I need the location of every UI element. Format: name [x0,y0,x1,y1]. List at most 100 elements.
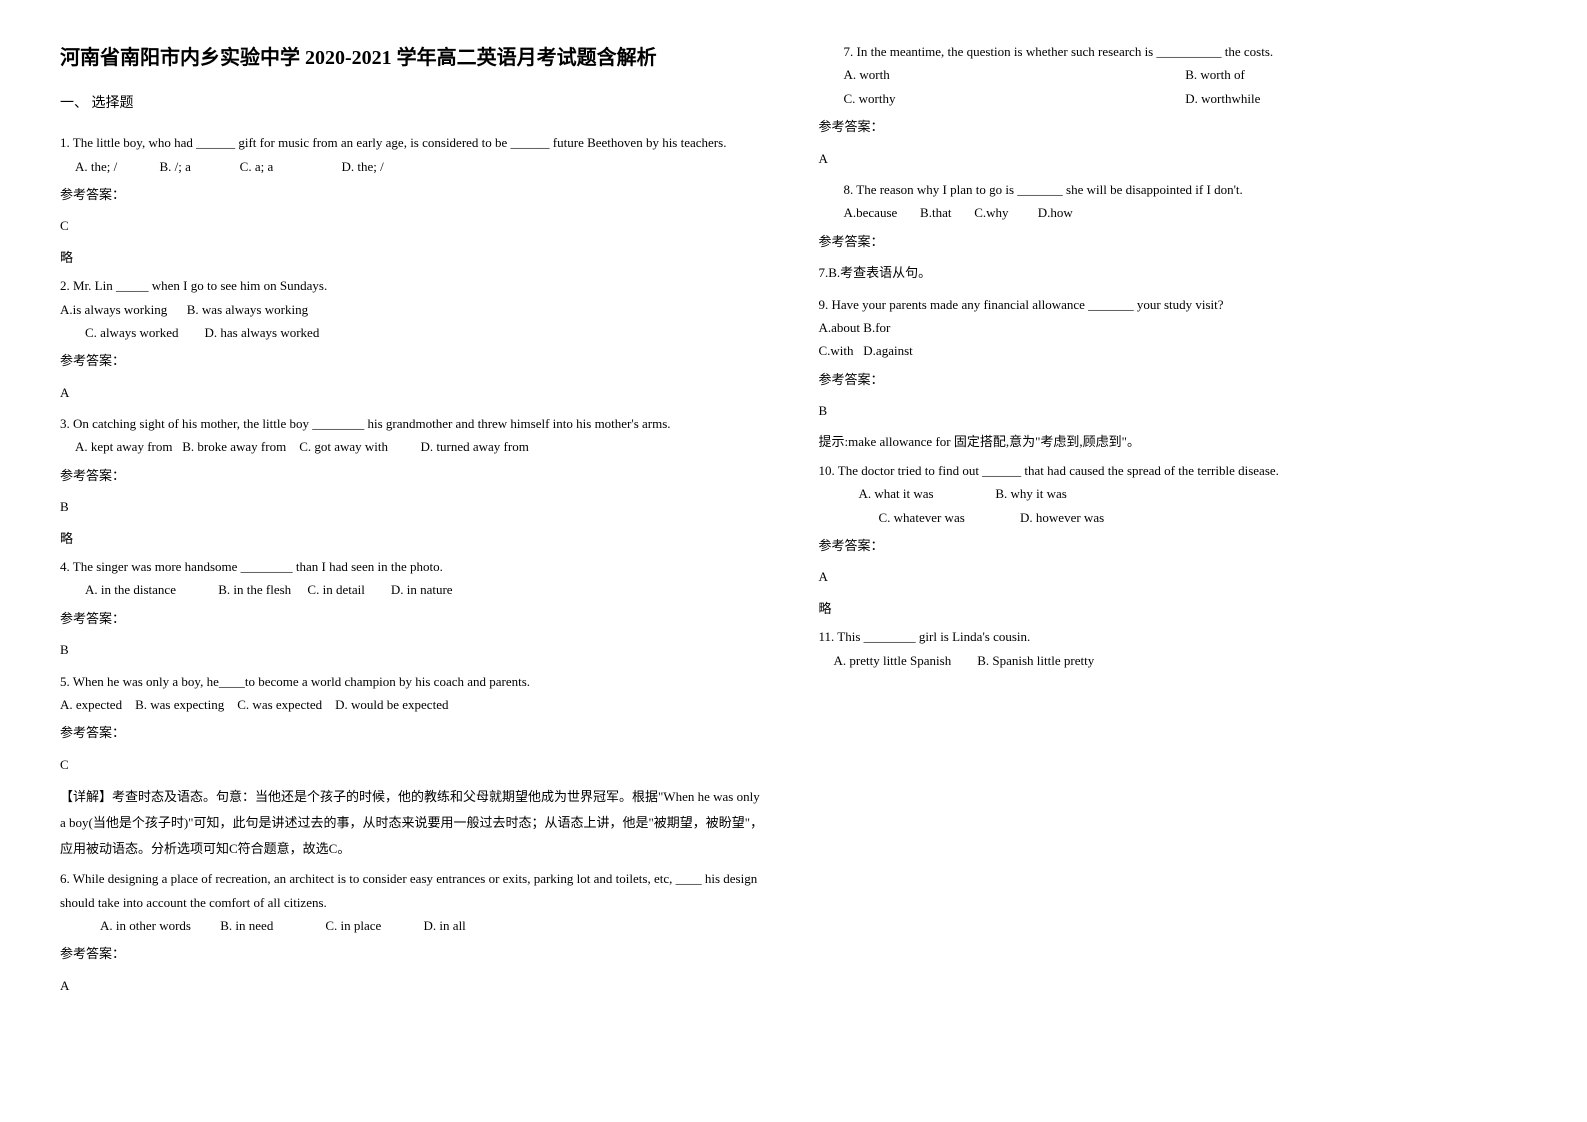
option-d: D. in nature [391,582,453,597]
page-container: 河南省南阳市内乡实验中学 2020-2021 学年高二英语月考试题含解析 一、 … [60,40,1527,1080]
answer-label: 参考答案： [819,230,1528,253]
option-c: C.why [974,205,1008,220]
option-d: D. turned away from [421,439,529,454]
question-options: A. the; / B. /; a C. a; a D. the; / [60,155,769,178]
question-3: 3. On catching sight of his mother, the … [60,412,769,550]
exam-title: 河南省南阳市内乡实验中学 2020-2021 学年高二英语月考试题含解析 [60,40,769,76]
question-options: A. kept away from B. broke away from C. … [60,435,769,458]
question-options: A. what it was B. why it was [819,482,1528,505]
option-d: D. has always worked [205,325,320,340]
answer-value: B [60,495,769,518]
option-d: D. however was [1020,510,1104,525]
answer-note: 7.B.考查表语从句。 [819,261,1528,284]
option-d: D.against [863,343,912,358]
option-c: C. worthy [844,87,1186,110]
question-text: 2. Mr. Lin _____ when I go to see him on… [60,274,769,297]
question-4: 4. The singer was more handsome ________… [60,555,769,662]
question-text: 3. On catching sight of his mother, the … [60,412,769,435]
option-c: C. in place [325,918,381,933]
question-options-line2: C. always worked D. has always worked [60,321,769,344]
question-options-line2: C. whatever was D. however was [819,506,1528,529]
option-b: B. worth of [1185,63,1527,86]
answer-value: A [60,381,769,404]
option-d: D. the; / [342,159,384,174]
option-d: D. worthwhile [1185,87,1527,110]
question-options: A.about B.for [819,316,1528,339]
answer-value: B [819,399,1528,422]
option-d: D. in all [424,918,466,933]
option-a: A. pretty little Spanish [834,653,952,668]
question-text: 5. When he was only a boy, he____to beco… [60,670,769,693]
answer-label: 参考答案： [60,942,769,965]
explanation: 【详解】考查时态及语态。句意：当他还是个孩子的时候，他的教练和父母就期望他成为世… [60,784,769,862]
option-b: B. why it was [995,486,1067,501]
question-11: 11. This ________ girl is Linda's cousin… [819,625,1528,672]
brief-note: 略 [60,527,769,550]
question-9: 9. Have your parents made any financial … [819,293,1528,454]
question-options: A. expected B. was expecting C. was expe… [60,693,769,716]
option-c: C.with [819,343,854,358]
answer-label: 参考答案： [60,721,769,744]
option-a: A. kept away from [75,439,172,454]
answer-value: A [819,565,1528,588]
option-c: C. was expected [237,697,322,712]
answer-value: C [60,214,769,237]
question-5: 5. When he was only a boy, he____to beco… [60,670,769,863]
section-header: 一、 选择题 [60,91,769,116]
option-c: C. in detail [307,582,364,597]
option-a: A. in other words [100,918,191,933]
option-a: A. the; / [75,159,117,174]
answer-value: C [60,753,769,776]
option-d: D.how [1038,205,1073,220]
question-text: 8. The reason why I plan to go is ______… [819,178,1528,201]
question-options: A.is always working B. was always workin… [60,298,769,321]
answer-label: 参考答案： [60,183,769,206]
question-8: 8. The reason why I plan to go is ______… [819,178,1528,285]
option-d: D. would be expected [335,697,448,712]
brief-note: 略 [819,597,1528,620]
answer-label: 参考答案： [819,368,1528,391]
question-options: A. in other words B. in need C. in place… [60,914,769,937]
option-b: B. broke away from [182,439,286,454]
answer-value: A [60,974,769,997]
option-c: C. whatever was [879,510,965,525]
question-6: 6. While designing a place of recreation… [60,867,769,997]
answer-value: A [819,147,1528,170]
option-a: A. expected [60,697,122,712]
option-a: A.about [819,320,861,335]
option-c: C. always worked [85,325,179,340]
question-options: A. in the distance B. in the flesh C. in… [60,578,769,601]
option-b: B. in the flesh [218,582,291,597]
option-a: A. what it was [859,486,934,501]
question-options: A. pretty little Spanish B. Spanish litt… [819,649,1528,672]
option-b: B.for [863,320,890,335]
option-a: A. in the distance [85,582,176,597]
option-b: B. was always working [187,302,308,317]
question-text: 7. In the meantime, the question is whet… [819,40,1528,63]
answer-label: 参考答案： [819,534,1528,557]
question-text: 1. The little boy, who had ______ gift f… [60,131,769,154]
answer-value: B [60,638,769,661]
question-7: 7. In the meantime, the question is whet… [819,40,1528,170]
option-a: A.because [844,205,898,220]
option-b: B. Spanish little pretty [977,653,1094,668]
option-b: B.that [920,205,951,220]
question-options: A. worth B. worth of C. worthy D. worthw… [819,63,1528,110]
option-b: B. in need [220,918,273,933]
brief-note: 略 [60,246,769,269]
answer-label: 参考答案： [60,464,769,487]
answer-label: 参考答案： [60,349,769,372]
question-text: 11. This ________ girl is Linda's cousin… [819,625,1528,648]
question-2: 2. Mr. Lin _____ when I go to see him on… [60,274,769,404]
question-text: 10. The doctor tried to find out ______ … [819,459,1528,482]
option-c: C. a; a [240,159,274,174]
question-text: 9. Have your parents made any financial … [819,293,1528,316]
answer-label: 参考答案： [60,607,769,630]
option-a: A.is always working [60,302,167,317]
hint: 提示:make allowance for 固定搭配,意为"考虑到,顾虑到"。 [819,430,1528,453]
option-c: C. got away with [299,439,388,454]
option-b: B. /; a [160,159,191,174]
question-options-line2: C.with D.against [819,339,1528,362]
question-1: 1. The little boy, who had ______ gift f… [60,131,769,269]
option-a: A. worth [844,63,1186,86]
